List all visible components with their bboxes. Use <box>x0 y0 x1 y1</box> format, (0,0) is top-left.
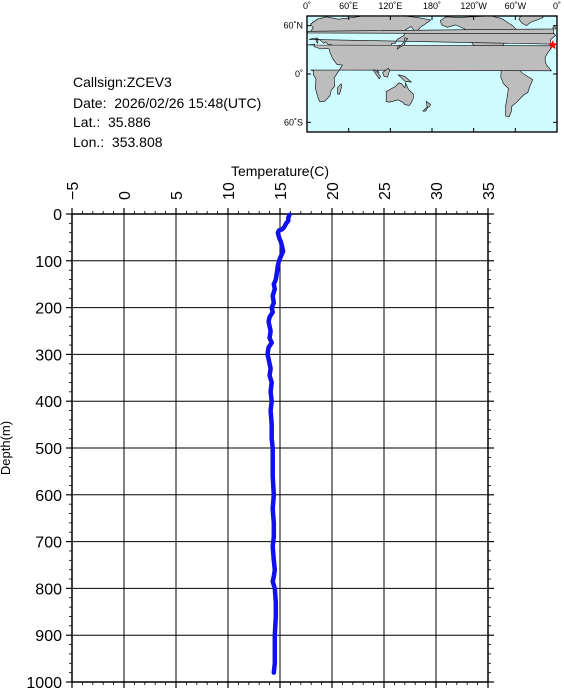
plot-frame <box>71 213 489 683</box>
x-tick-label: 25 <box>377 182 394 200</box>
map-lon-label: 120˚W <box>460 1 487 11</box>
y-tick-label: 700 <box>35 535 62 552</box>
map-lat-label: 60˚N <box>283 21 303 31</box>
land-australia <box>385 81 414 106</box>
x-tick-label: −5 <box>65 182 82 200</box>
callsign-text: Callsign:ZCEV3 <box>73 74 172 90</box>
longitude-text: Lon.: 353.808 <box>73 134 163 150</box>
map-lon-label: 60˚W <box>505 1 527 11</box>
land-madagascar <box>337 83 343 95</box>
map-lon-label: 60˚E <box>339 1 358 11</box>
land-borneo <box>382 67 390 78</box>
station-marker <box>547 40 558 50</box>
map-lon-labels: 0˚ 60˚E 120˚E 180˚ 120˚W 60˚W 0˚ <box>303 1 561 11</box>
y-tick-label: 100 <box>35 254 62 271</box>
y-tick-label: 300 <box>35 347 62 364</box>
land-south-america <box>500 64 534 118</box>
map-lon-label: 120˚E <box>378 1 402 11</box>
map-frame <box>306 15 558 133</box>
y-tick-label: 0 <box>53 207 62 224</box>
x-tick-label: 10 <box>221 182 238 200</box>
map-lon-label: 0˚ <box>553 1 561 11</box>
y-tick-label: 500 <box>35 441 62 458</box>
land-africa <box>306 43 554 102</box>
map-lon-label: 0˚ <box>303 1 311 11</box>
y-tick-label: 400 <box>35 394 62 411</box>
series-layer <box>265 212 292 675</box>
land-new-zealand <box>426 100 431 108</box>
latitude-text: Lat.: 35.886 <box>73 114 151 130</box>
y-tick-label: 800 <box>35 581 62 598</box>
land-new-zealand-south <box>422 106 429 112</box>
x-tick-label: 30 <box>429 182 446 200</box>
land-new-guinea <box>397 74 413 83</box>
x-tick-label: 20 <box>325 182 342 200</box>
temperature-profile-line <box>265 212 292 675</box>
date-text: Date: 2026/02/26 15:48(UTC) <box>73 95 262 111</box>
land-indonesia <box>372 69 381 80</box>
map-lon-label: 180˚ <box>423 1 441 11</box>
land-japan <box>396 37 409 50</box>
x-tick-labels: −5 0 5 10 15 20 25 30 35 <box>65 182 498 200</box>
x-axis-label: Temperature(C) <box>231 163 329 179</box>
y-tick-label: 1000 <box>26 675 62 690</box>
x-tick-label: 5 <box>169 191 186 200</box>
x-tick-label: 35 <box>481 182 498 200</box>
y-tick-label: 200 <box>35 301 62 318</box>
world-map: 0˚ 60˚E 120˚E 180˚ 120˚W 60˚W 0˚ 60˚N0˚60˚S <box>283 1 561 133</box>
y-tick-label: 600 <box>35 488 62 505</box>
y-tick-labels: 0 100 200 300 400 500 600 700 800 900 1000 <box>26 207 62 690</box>
x-tick-label: 15 <box>273 182 290 200</box>
map-lat-label: 0˚ <box>295 69 303 79</box>
map-lat-label: 60˚S <box>284 117 303 127</box>
y-tick-label: 900 <box>35 628 62 645</box>
map-lat-labels: 60˚N 0˚ 60˚S <box>283 21 303 128</box>
y-axis-label: Depth(m) <box>0 421 13 475</box>
x-tick-label: 0 <box>117 191 134 200</box>
